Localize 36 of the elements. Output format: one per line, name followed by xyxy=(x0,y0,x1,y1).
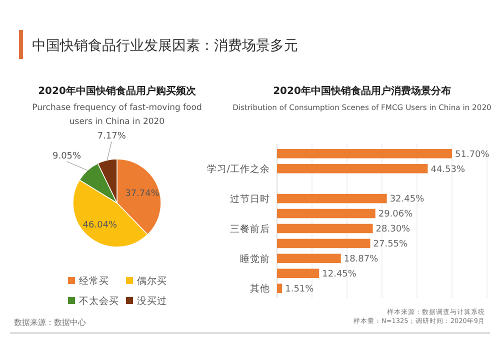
bar xyxy=(277,164,428,174)
data-label: 32.45% xyxy=(390,194,425,205)
y-tick-label: 过节日时 xyxy=(230,192,270,205)
data-label: 44.53% xyxy=(430,164,466,175)
bar xyxy=(277,148,452,158)
bar xyxy=(277,284,282,294)
bar xyxy=(277,268,320,278)
data-label: 12.45% xyxy=(322,270,357,280)
text: 中国快销食品行业发展因素：消费场景多元 xyxy=(32,38,298,54)
data-label: 1.51% xyxy=(285,284,314,295)
legend-label: 不太会买 xyxy=(79,295,119,307)
y-tick-label: 三餐前后 xyxy=(230,222,270,235)
data-label: 46.04% xyxy=(82,220,118,230)
bar xyxy=(277,238,370,248)
data-label: 7.17% xyxy=(97,132,126,142)
data-label: 27.55% xyxy=(373,240,408,250)
chart-title: 2020年中国快销食品用户购买频次 xyxy=(38,85,197,97)
data-label: 29.06% xyxy=(378,210,414,220)
bar xyxy=(277,254,341,264)
legend-label: 偶尔买 xyxy=(137,275,167,287)
data-label: 18.87% xyxy=(344,254,379,265)
chart-title: 2020年中国快销食品用户消费场景分布 xyxy=(273,85,451,97)
y-tick-label: 其他 xyxy=(250,282,270,295)
chart-subtitle: Purchase frequency of fast-moving food users in China in 2020 xyxy=(32,103,202,127)
bar xyxy=(277,208,376,218)
source-note: 数据来源：数据中心 xyxy=(14,318,86,327)
bar xyxy=(277,224,373,234)
data-label: 9.05% xyxy=(52,151,82,162)
data-label: 51.70% xyxy=(455,150,490,160)
y-tick-label: 学习/工作之余 xyxy=(206,162,270,175)
data-label: 28.30% xyxy=(376,224,411,235)
bar xyxy=(277,194,387,204)
legend-label: 没买过 xyxy=(137,295,167,307)
data-label: 37.74% xyxy=(125,188,160,199)
y-tick-label: 睡觉前 xyxy=(240,252,270,265)
legend-label: 经常买 xyxy=(79,275,109,287)
